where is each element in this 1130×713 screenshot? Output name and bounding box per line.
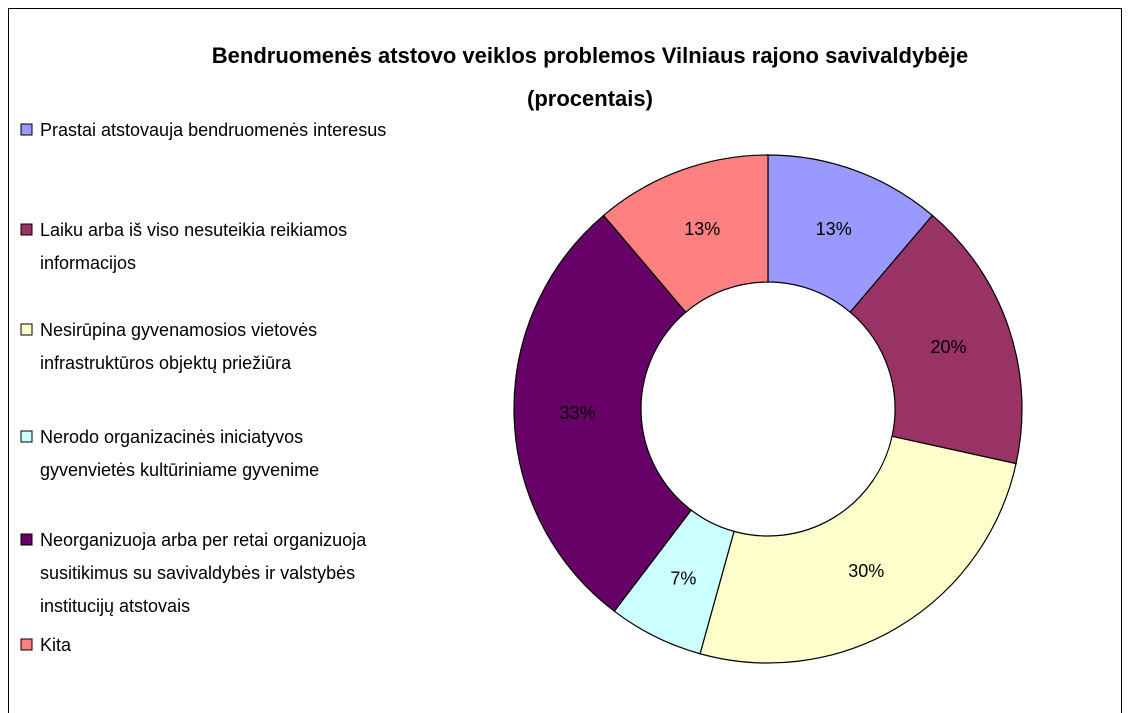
chart-title: Bendruomenės atstovo veiklos problemos V…: [211, 43, 969, 111]
legend-swatch: [20, 123, 33, 136]
data-label: 20%: [931, 337, 967, 357]
legend-swatch: [20, 533, 33, 546]
legend-label: Nesirūpina gyvenamosios vietovės infrast…: [40, 319, 318, 373]
data-label: 13%: [684, 219, 720, 239]
data-label: 33%: [560, 403, 596, 423]
legend-label: Prastai atstovauja bendruomenės interesu…: [40, 119, 387, 140]
data-label: 30%: [848, 561, 884, 581]
data-label: 7%: [670, 568, 696, 588]
legend-swatch: [20, 323, 33, 336]
data-label: 13%: [816, 219, 852, 239]
donut-slice: [849, 214, 1023, 465]
chart-frame: [8, 8, 1122, 713]
legend-swatch: [20, 430, 33, 443]
legend-label: Neorganizuoja arba per retai organizuoja…: [40, 529, 367, 616]
legend-label: Nerodo organizacinės iniciatyvos gyvenvi…: [40, 426, 320, 480]
donut-slice: [699, 435, 1017, 664]
legend-swatch: [20, 223, 33, 236]
legend-label: Kita: [40, 634, 72, 655]
legend-swatch: [20, 638, 33, 651]
donut-slice: [602, 154, 769, 314]
legend-label: Laiku arba iš viso nesuteikia reikiamos …: [40, 219, 348, 273]
donut-slice: [513, 214, 692, 613]
